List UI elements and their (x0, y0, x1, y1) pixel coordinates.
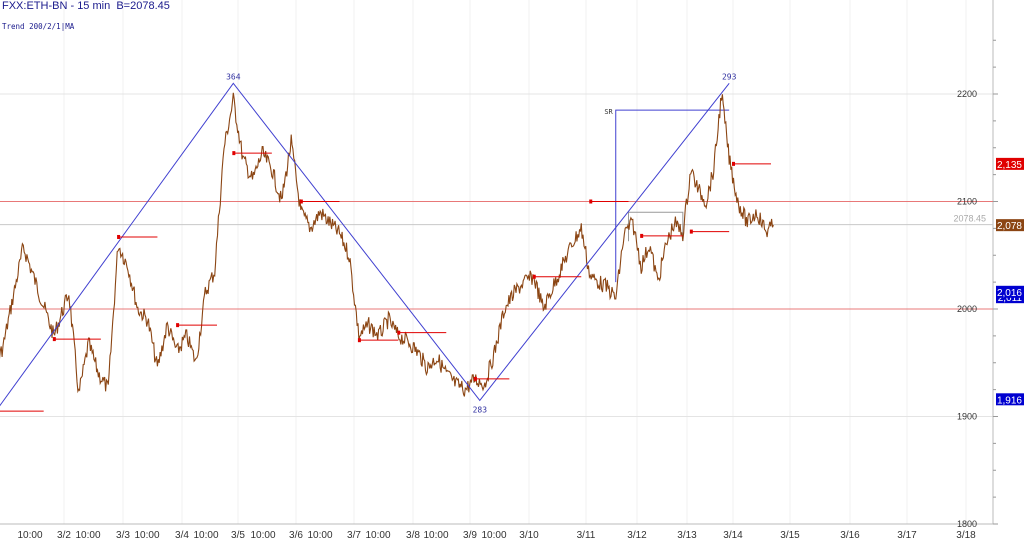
x-tick-label: 3/17 (897, 530, 917, 540)
x-tick-label: 10:00 (307, 530, 332, 540)
signal-marker-tick (176, 323, 180, 328)
x-tick-label: 3/9 (463, 530, 477, 540)
signal-marker-tick (640, 233, 644, 238)
chart-title: FXX:ETH-BN - 15 min B=2078.45 (2, 0, 170, 12)
signal-marker-tick (52, 337, 56, 342)
sr-bracket (615, 109, 730, 283)
indicator-label: Trend 200/2/1|MA (2, 22, 75, 31)
signal-marker-tick (689, 229, 693, 234)
x-tick-label: 3/4 (175, 530, 189, 540)
x-tick-label: 10:00 (75, 530, 100, 540)
x-tick-label: 3/11 (577, 530, 596, 540)
x-tick-label: 3/6 (289, 530, 303, 540)
x-tick-label: 10:00 (17, 530, 42, 540)
price-tag-box (996, 157, 1024, 170)
x-tick-label: 3/10 (519, 530, 539, 540)
x-tick-label: 3/2 (57, 530, 71, 540)
signal-marker-tick (473, 376, 477, 381)
symbol-label: FXX:ETH-BN (2, 0, 68, 12)
x-tick-label: 3/3 (116, 530, 130, 540)
trend-count-label: 293 (722, 72, 737, 81)
x-tick-label: 10:00 (481, 530, 506, 540)
price-tag-box (996, 219, 1024, 232)
signal-marker-tick (299, 199, 303, 204)
price-tag-label: 2,016 (997, 288, 1022, 299)
signal-marker-tick (532, 274, 536, 279)
bid-label: B= (116, 0, 131, 12)
y-tick-label: 1900 (957, 412, 977, 422)
x-tick-label: 3/16 (840, 530, 860, 540)
y-tick-label: 2000 (957, 304, 977, 314)
sr-label: SR (604, 108, 613, 116)
signal-marker-tick (357, 338, 361, 343)
x-tick-label: 3/5 (231, 530, 245, 540)
signal-marker-tick (397, 330, 401, 335)
price-tag-label: 2,078 (997, 221, 1022, 232)
title-separator: - (67, 0, 78, 12)
signal-marker-tick (589, 199, 593, 204)
x-tick-label: 10:00 (193, 530, 218, 540)
bid-value: 2078.45 (130, 0, 170, 12)
y-tick-label: 2100 (957, 197, 977, 207)
x-tick-label: 3/18 (956, 530, 976, 540)
price-tag-box (996, 285, 1024, 298)
price-tag-label: 2,011 (998, 293, 1023, 304)
x-tick-label: 10:00 (365, 530, 390, 540)
price-series-line (0, 92, 774, 397)
x-tick-label: 10:00 (134, 530, 159, 540)
x-tick-label: 3/15 (780, 530, 800, 540)
x-tick-label: 3/8 (406, 530, 420, 540)
signal-marker-tick (232, 151, 236, 156)
y-tick-label: 2200 (957, 89, 977, 99)
signal-marker-tick (117, 234, 121, 239)
price-tag-box (996, 393, 1024, 406)
bid-line-label: 2078.45 (953, 214, 986, 224)
trend-count-label: 283 (473, 405, 488, 414)
x-tick-label: 3/13 (677, 530, 697, 540)
trend-count-label: 364 (226, 72, 241, 81)
interval-label: 15 min (77, 0, 111, 12)
signal-marker-tick (732, 161, 735, 166)
x-tick-label: 3/12 (627, 530, 647, 540)
price-tag-label: 1,916 (997, 395, 1022, 406)
x-tick-label: 3/7 (347, 530, 361, 540)
x-tick-label: 10:00 (423, 530, 448, 540)
y-tick-label: 1800 (957, 519, 977, 529)
x-tick-label: 10:00 (250, 530, 275, 540)
price-tag-label: 2,135 (997, 160, 1022, 171)
x-tick-label: 3/14 (723, 530, 743, 540)
trend-line (0, 82, 730, 407)
